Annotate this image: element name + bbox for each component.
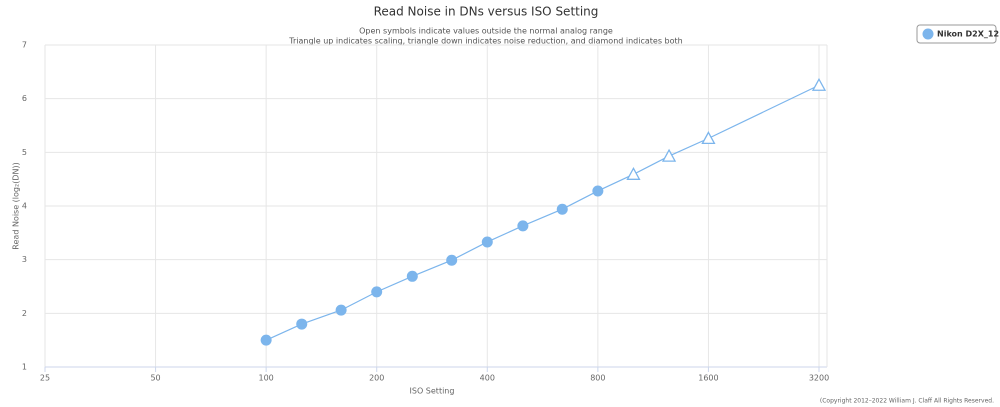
data-point [260, 334, 272, 346]
legend-label: Nikon D2X_12 [937, 30, 999, 39]
data-point [661, 148, 677, 162]
y-tick-label: 3 [22, 255, 27, 264]
x-tick-label: 200 [369, 374, 384, 383]
x-tick-label: 25 [40, 374, 50, 383]
chart-title: Read Noise in DNs versus ISO Setting [374, 5, 599, 19]
data-point [406, 270, 418, 282]
y-tick-label: 5 [22, 148, 27, 157]
data-point [626, 166, 641, 180]
data-point [592, 185, 604, 197]
x-axis-label: ISO Setting [410, 387, 455, 396]
x-tick-label: 3200 [809, 374, 829, 383]
x-tick-label: 50 [150, 374, 160, 383]
y-tick-label: 1 [22, 363, 27, 372]
legend-marker [922, 28, 934, 40]
y-tick-label: 6 [22, 94, 27, 103]
data-point [371, 286, 383, 298]
y-tick-label: 7 [22, 41, 27, 50]
credits: (Copyright 2012–2022 William J. Claff Al… [820, 398, 994, 405]
data-point [335, 304, 347, 316]
chart-subtitle: Open symbols indicate values outside the… [359, 27, 613, 36]
chart-subtitle: Triangle up indicates scaling, triangle … [288, 37, 682, 46]
y-tick-label: 2 [22, 309, 27, 318]
y-tick-label: 4 [22, 202, 27, 211]
y-axis-label: Read Noise (log₂(DN)) [12, 162, 21, 249]
data-point [811, 77, 827, 91]
data-point [446, 254, 458, 266]
data-point [481, 236, 493, 248]
legend-box [916, 24, 997, 44]
data-point [701, 131, 716, 145]
data-point [556, 203, 568, 215]
x-tick-label: 800 [590, 374, 605, 383]
x-tick-label: 100 [259, 374, 274, 383]
data-point [517, 220, 529, 232]
x-tick-label: 1600 [698, 374, 718, 383]
series-line [265, 84, 820, 341]
data-point [296, 318, 308, 330]
x-tick-label: 400 [480, 374, 495, 383]
